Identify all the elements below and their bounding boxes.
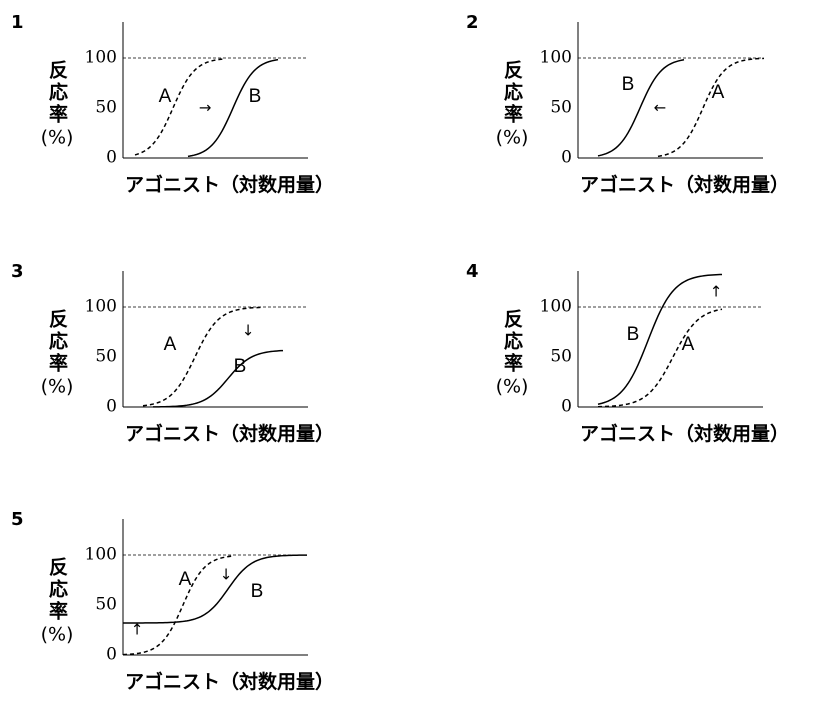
curve bbox=[152, 349, 284, 408]
y-tick-label: 0 bbox=[106, 645, 117, 665]
x-label: アゴニスト（対数用量） bbox=[125, 422, 334, 445]
panel-number: 1 bbox=[11, 12, 24, 33]
x-label: アゴニスト（対数用量） bbox=[125, 173, 334, 196]
y-label: 反応率 bbox=[501, 309, 523, 375]
curve-label: A bbox=[682, 334, 695, 355]
y-tick-label: 50 bbox=[95, 347, 117, 367]
curve bbox=[597, 273, 723, 405]
y-tick-label: 100 bbox=[85, 297, 117, 317]
y-label: 反応率 bbox=[46, 557, 68, 623]
y-tick-label: 50 bbox=[550, 347, 572, 367]
shift-arrow: ↓ bbox=[220, 566, 233, 584]
curve-label: B bbox=[234, 356, 247, 377]
curve bbox=[597, 308, 723, 408]
y-label: 反応率 bbox=[501, 60, 523, 126]
panel: 5 100 50 0 反応率(%) アゴニスト（対数用量） A B ↑ ↓ bbox=[11, 509, 334, 693]
x-label: アゴニスト（対数用量） bbox=[125, 670, 334, 693]
shift-arrow: → bbox=[199, 99, 212, 117]
panel-number: 2 bbox=[466, 12, 479, 33]
curve bbox=[122, 555, 234, 656]
shift-arrow: ← bbox=[654, 99, 667, 117]
y-label: 反応率 bbox=[46, 309, 68, 375]
y-tick-label: 0 bbox=[561, 148, 572, 168]
curve-label: A bbox=[179, 569, 192, 590]
panel-number: 5 bbox=[11, 509, 24, 530]
curve-label: A bbox=[164, 334, 177, 355]
panel: 1 100 50 0 反応率(%) アゴニスト（対数用量） A B → bbox=[11, 12, 334, 196]
y-tick-label: 100 bbox=[540, 48, 572, 68]
curve-label: B bbox=[251, 581, 264, 602]
y-tick-label: 50 bbox=[550, 98, 572, 118]
y-tick-label: 100 bbox=[540, 297, 572, 317]
y-unit: (%) bbox=[496, 376, 529, 398]
curve-label: A bbox=[712, 82, 725, 103]
x-label: アゴニスト（対数用量） bbox=[580, 422, 789, 445]
curve-label: A bbox=[159, 86, 172, 107]
y-tick-label: 50 bbox=[95, 595, 117, 615]
curve-label: B bbox=[249, 86, 262, 107]
y-tick-label: 0 bbox=[106, 148, 117, 168]
x-label: アゴニスト（対数用量） bbox=[580, 173, 789, 196]
y-tick-label: 50 bbox=[95, 98, 117, 118]
curve bbox=[187, 58, 279, 158]
y-unit: (%) bbox=[41, 376, 74, 398]
y-tick-label: 0 bbox=[561, 397, 572, 417]
y-label: 反応率 bbox=[46, 60, 68, 126]
curve bbox=[134, 58, 224, 156]
y-tick-label: 0 bbox=[106, 397, 117, 417]
curve bbox=[142, 306, 264, 407]
curve-label: B bbox=[627, 324, 640, 345]
panel-number: 4 bbox=[466, 261, 479, 282]
panel: 4 100 50 0 反応率(%) アゴニスト（対数用量） A B ↑ bbox=[466, 261, 789, 445]
y-unit: (%) bbox=[41, 624, 74, 646]
curve bbox=[657, 57, 765, 158]
shift-arrow: ↑ bbox=[710, 283, 723, 301]
y-unit: (%) bbox=[496, 127, 529, 149]
y-tick-label: 100 bbox=[85, 545, 117, 565]
panel: 2 100 50 0 反応率(%) アゴニスト（対数用量） A B ← bbox=[466, 12, 789, 196]
curve bbox=[122, 554, 308, 624]
curve-label: B bbox=[622, 74, 635, 95]
y-unit: (%) bbox=[41, 127, 74, 149]
shift-arrow: ↓ bbox=[242, 322, 255, 340]
shift-arrow: ↑ bbox=[131, 621, 144, 639]
panel: 3 100 50 0 反応率(%) アゴニスト（対数用量） A B ↓ bbox=[11, 261, 334, 445]
panel-number: 3 bbox=[11, 261, 24, 282]
curve bbox=[597, 59, 685, 157]
y-tick-label: 100 bbox=[85, 48, 117, 68]
